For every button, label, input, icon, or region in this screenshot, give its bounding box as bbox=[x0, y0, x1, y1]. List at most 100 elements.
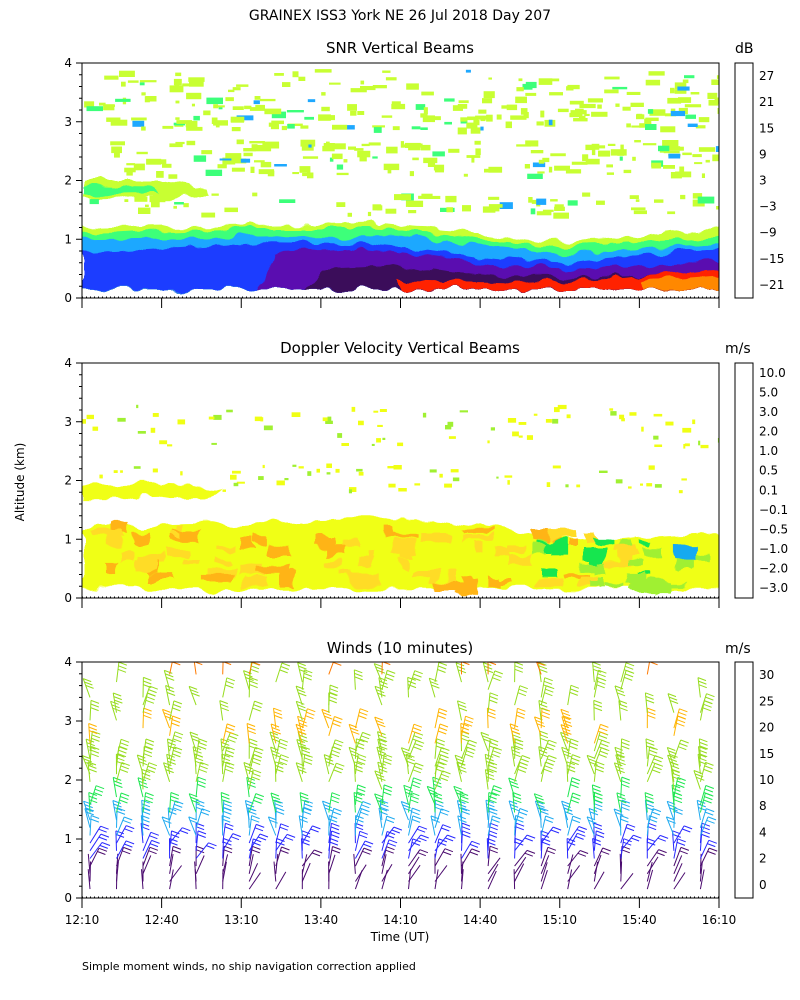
wind-barb-feather bbox=[274, 803, 284, 808]
wind-barb-feather bbox=[278, 761, 288, 766]
wind-barb-feather bbox=[666, 816, 675, 821]
wind-barb-feather bbox=[223, 806, 232, 811]
wind-barb bbox=[295, 724, 303, 744]
wind-barb-feather bbox=[514, 665, 523, 670]
wind-barb-feather bbox=[535, 796, 544, 801]
snr-speckle bbox=[550, 199, 558, 202]
snr-speckle bbox=[350, 88, 367, 93]
vel-speckle bbox=[152, 468, 158, 473]
wind-barb-feather bbox=[149, 835, 158, 840]
snr-speckle bbox=[569, 100, 584, 105]
wind-barb-feather bbox=[515, 815, 524, 819]
snr-speckle bbox=[268, 122, 279, 127]
wind-barb bbox=[88, 723, 91, 744]
wind-barb-feather bbox=[667, 747, 676, 751]
vel-speckle bbox=[512, 431, 519, 437]
snr-speckle bbox=[114, 151, 120, 158]
wind-barb bbox=[222, 762, 227, 782]
vel-speckle bbox=[615, 479, 623, 484]
wind-barb bbox=[188, 686, 197, 706]
wind-barb bbox=[673, 863, 683, 882]
wind-barb-feather bbox=[386, 831, 396, 835]
wind-barb-feather bbox=[225, 822, 234, 827]
vel-speckle bbox=[292, 464, 297, 467]
wind-barb-feather bbox=[438, 662, 448, 666]
wind-barb-feather bbox=[508, 800, 518, 805]
wind-barb-feather bbox=[271, 750, 280, 755]
x-tick-label: 13:10 bbox=[224, 913, 259, 927]
wind-barb-feather bbox=[597, 738, 607, 743]
wind-barb bbox=[540, 870, 548, 890]
snr-speckle bbox=[133, 163, 145, 171]
wind-barb bbox=[699, 785, 707, 805]
vel-speckle bbox=[260, 417, 264, 422]
snr-speckle bbox=[684, 104, 702, 108]
wind-barb bbox=[87, 853, 91, 874]
wind-barb-feather bbox=[331, 795, 340, 800]
vel-speckle bbox=[152, 413, 159, 417]
wind-barb bbox=[567, 850, 581, 867]
wind-barb-feather bbox=[190, 689, 199, 694]
snr-speckle bbox=[642, 143, 657, 146]
snr-speckle bbox=[103, 104, 115, 111]
wind-barb-feather bbox=[90, 699, 100, 704]
wind-barb-feather bbox=[120, 742, 129, 747]
vel-patch-cyan bbox=[674, 545, 697, 562]
wind-barb-feather bbox=[466, 746, 475, 751]
snr-speckle bbox=[712, 154, 719, 162]
wind-barb-feather bbox=[298, 665, 307, 670]
wind-barb-feather bbox=[401, 747, 410, 752]
wind-barb bbox=[698, 746, 701, 767]
wind-barb-feather bbox=[471, 848, 480, 853]
snr-speckle bbox=[532, 162, 546, 168]
wind-barb-feather bbox=[671, 768, 680, 773]
wind-barb-feather bbox=[332, 746, 342, 751]
wind-barb-feather bbox=[88, 768, 97, 773]
wind-barb-feather bbox=[434, 799, 443, 804]
wind-barb-feather bbox=[174, 655, 182, 658]
wind-barb bbox=[110, 701, 117, 721]
wind-barb bbox=[328, 854, 336, 874]
wind-barb-feather bbox=[172, 715, 181, 720]
barb-column bbox=[188, 662, 217, 890]
wind-barb-feather bbox=[232, 833, 241, 838]
wind-barb-feather bbox=[148, 850, 157, 855]
wind-barb bbox=[328, 662, 334, 675]
snr-heatmap bbox=[82, 69, 719, 290]
wind-barb bbox=[141, 869, 144, 890]
wind-barb bbox=[189, 731, 197, 752]
wind-barb-feather bbox=[447, 834, 456, 839]
wind-barb-feather bbox=[120, 792, 130, 797]
wind-barb bbox=[484, 769, 489, 790]
wind-barb-feather bbox=[190, 735, 200, 739]
snr-speckle bbox=[201, 150, 213, 155]
vel-speckle bbox=[654, 484, 662, 488]
snr-speckle bbox=[615, 103, 620, 107]
wind-barb-feather bbox=[515, 822, 525, 827]
wind-barb-feather bbox=[518, 688, 528, 693]
wind-barb bbox=[434, 708, 440, 729]
snr-speckle bbox=[553, 212, 569, 219]
wind-barb bbox=[378, 677, 383, 698]
wind-barb-feather bbox=[489, 692, 499, 697]
wind-barb-feather bbox=[272, 730, 281, 735]
wind-barb-feather bbox=[172, 845, 182, 850]
wind-barb-feather bbox=[588, 808, 598, 812]
snr-speckle bbox=[408, 147, 421, 151]
snr-speckle bbox=[251, 144, 258, 151]
wind-barb bbox=[267, 816, 277, 836]
snr-speckle bbox=[146, 158, 162, 165]
snr-speckle bbox=[471, 157, 475, 163]
snr-speckle bbox=[299, 166, 311, 173]
wind-barb-feather bbox=[649, 749, 658, 754]
wind-barb-feather bbox=[680, 739, 689, 744]
wind-barb-feather bbox=[358, 715, 367, 720]
vel-patch bbox=[215, 547, 236, 552]
snr-speckle bbox=[391, 101, 401, 107]
wind-barb bbox=[620, 738, 623, 759]
snr-speckle bbox=[126, 169, 133, 176]
wind-barb-feather bbox=[647, 826, 657, 831]
snr-speckle bbox=[131, 117, 147, 121]
wind-barb-feather bbox=[118, 662, 128, 666]
wind-barb-feather bbox=[249, 745, 258, 750]
